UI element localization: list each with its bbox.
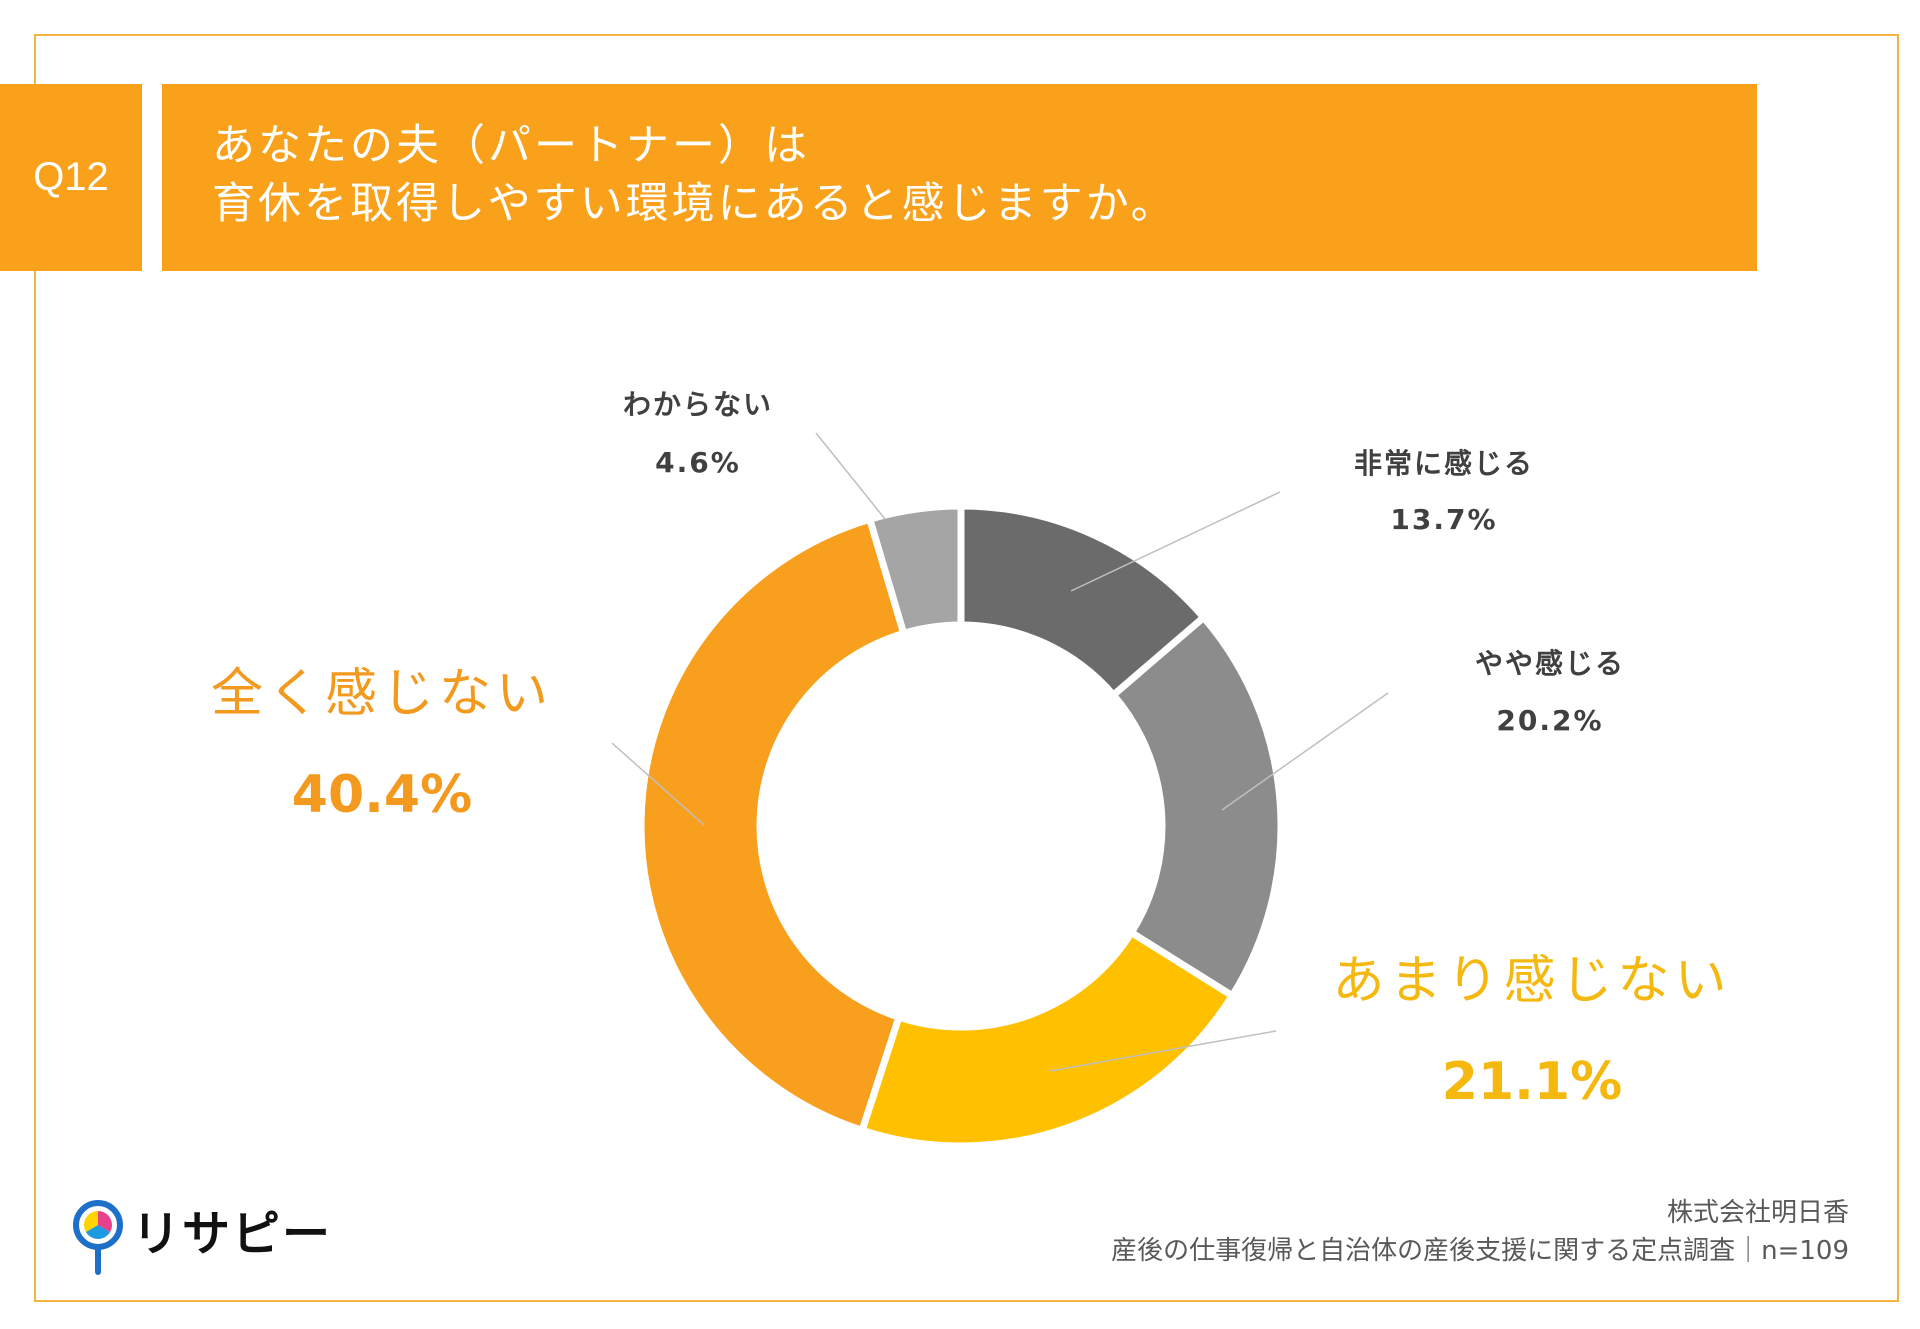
category-label-amari: あまり感じない: [1332, 951, 1731, 1011]
value-label-yaya: 20.2%: [1496, 704, 1603, 737]
category-label-hijou: 非常に感じる: [1354, 447, 1534, 480]
leader-line-yaya: [1221, 692, 1389, 811]
value-label-wakaranai: 4.6%: [655, 446, 741, 479]
leader-line-wakaranai: [815, 432, 886, 520]
outer-frame: [34, 34, 1899, 1302]
donut-segment-3: [857, 927, 1238, 1150]
leader-line-amari: [1049, 1030, 1277, 1072]
value-label-mattaku: 40.4%: [292, 765, 472, 825]
donut-segments: [637, 502, 1285, 1150]
donut-segment-2: [1108, 612, 1285, 1001]
value-label-hijou: 13.7%: [1390, 503, 1497, 536]
category-label-yaya: やや感じる: [1475, 647, 1625, 680]
footer-credit: 株式会社明日香 産後の仕事復帰と自治体の産後支援に関する定点調査｜n=109: [1111, 1194, 1849, 1270]
question-number-box: Q12: [0, 84, 142, 271]
logo-wordmark: リサピー: [132, 1206, 333, 1262]
value-label-amari: 21.1%: [1442, 1052, 1622, 1112]
leader-line-mattaku: [611, 742, 705, 826]
survey-name: 産後の仕事復帰と自治体の産後支援に関する定点調査｜n=109: [1111, 1236, 1849, 1266]
question-title-line-2: 育休を取得しやすい環境にあると感じますか。: [212, 179, 1177, 229]
donut-segment-5: [865, 502, 965, 638]
leader-line-hijou: [1070, 491, 1281, 592]
donut-segment-4: [637, 514, 909, 1135]
company-name: 株式会社明日香: [1666, 1198, 1849, 1228]
category-label-mattaku: 全く感じない: [211, 664, 553, 724]
question-title-line-1: あなたの夫（パートナー）は: [212, 121, 810, 171]
logo-pin-icon: [73, 1200, 123, 1275]
category-label-wakaranai: わからない: [623, 388, 773, 421]
question-number: Q12: [33, 155, 109, 199]
question-title-bar: あなたの夫（パートナー）は 育休を取得しやすい環境にあると感じますか。: [162, 84, 1757, 271]
